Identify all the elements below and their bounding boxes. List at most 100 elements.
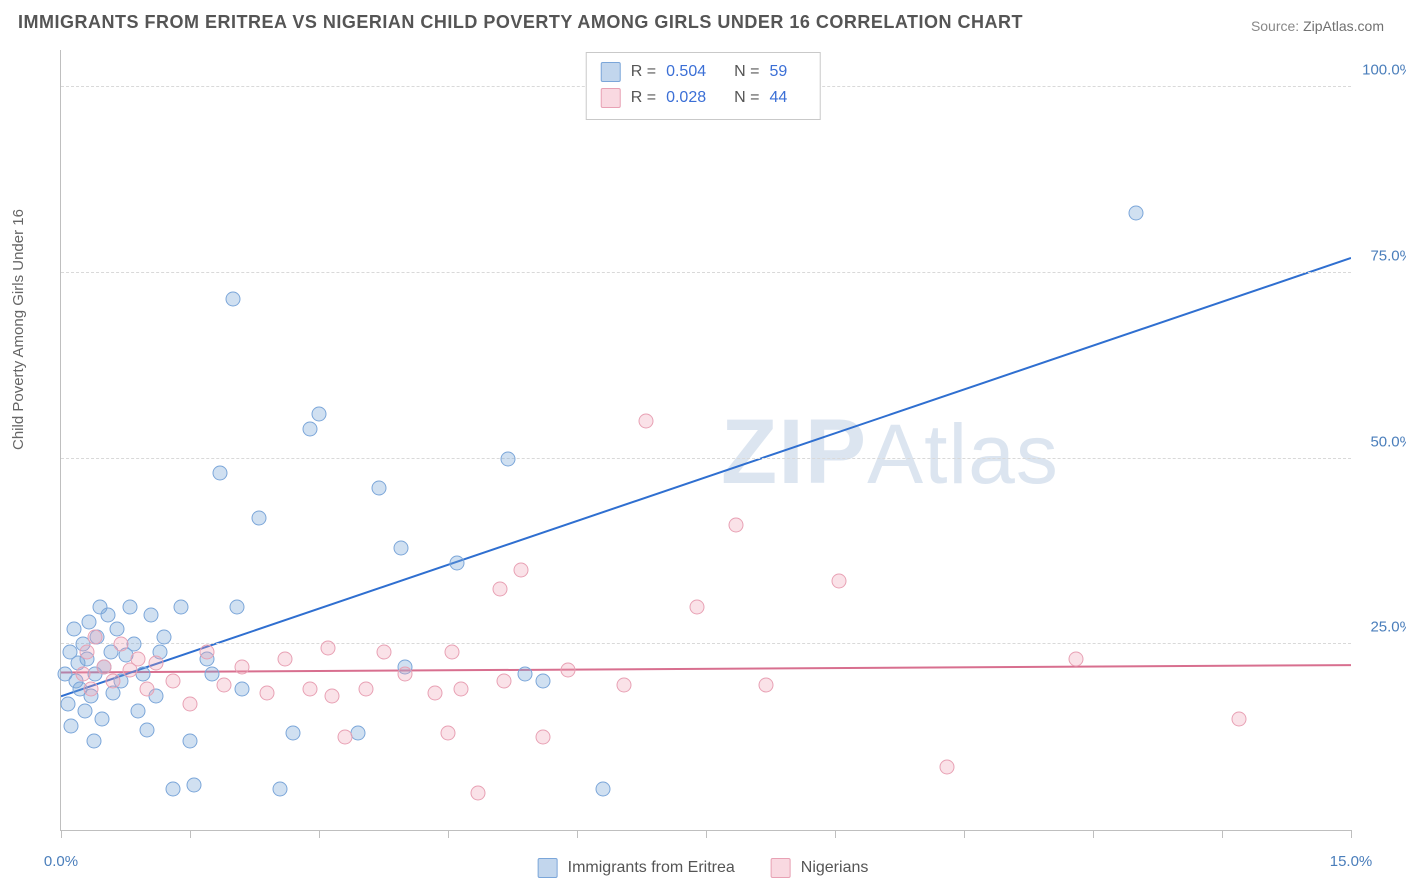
x-tick-label: 15.0% [1330,853,1373,870]
data-point [79,644,94,659]
data-point [277,652,292,667]
x-tick [61,830,62,838]
n-value-blue: 59 [769,59,787,85]
data-point [514,563,529,578]
x-tick [577,830,578,838]
data-point [350,726,365,741]
data-point [376,644,391,659]
data-point [127,637,142,652]
legend-item-eritrea: Immigrants from Eritrea [538,858,735,878]
data-point [64,719,79,734]
legend-label-nigerians: Nigerians [801,859,869,877]
data-point [832,574,847,589]
data-point [1068,652,1083,667]
x-tick [190,830,191,838]
x-tick [706,830,707,838]
data-point [303,421,318,436]
data-point [183,733,198,748]
data-point [234,659,249,674]
source-link[interactable]: ZipAtlas.com [1303,18,1384,34]
data-point [561,663,576,678]
data-point [260,685,275,700]
data-point [75,667,90,682]
data-point [428,685,443,700]
data-point [441,726,456,741]
data-point [95,711,110,726]
data-point [320,641,335,656]
data-point [337,730,352,745]
data-point [535,730,550,745]
swatch-pink [601,88,621,108]
data-point [759,678,774,693]
legend-row-blue: R = 0.504 N = 59 [601,59,806,85]
data-point [535,674,550,689]
data-point [60,696,75,711]
source-credit: Source: ZipAtlas.com [1251,18,1384,34]
n-value-pink: 44 [769,85,787,111]
data-point [501,451,516,466]
chart-title: IMMIGRANTS FROM ERITREA VS NIGERIAN CHIL… [18,12,1023,33]
data-point [690,600,705,615]
data-point [638,414,653,429]
data-point [213,466,228,481]
data-point [729,518,744,533]
y-tick-label: 100.0% [1362,62,1406,79]
y-tick-label: 75.0% [1370,247,1406,264]
data-point [135,667,150,682]
legend-correlation: R = 0.504 N = 59 R = 0.028 N = 44 [586,52,821,120]
data-point [617,678,632,693]
data-point [1129,206,1144,221]
data-point [86,733,101,748]
data-point [226,291,241,306]
data-point [471,785,486,800]
data-point [286,726,301,741]
legend-row-pink: R = 0.028 N = 44 [601,85,806,111]
x-tick [319,830,320,838]
data-point [140,681,155,696]
watermark: ZIPAtlas [721,400,1059,505]
plot-area: ZIPAtlas 25.0%50.0%75.0%100.0%0.0%15.0% [60,50,1351,831]
legend-label-eritrea: Immigrants from Eritrea [568,859,735,877]
data-point [114,637,129,652]
r-value-blue: 0.504 [666,59,706,85]
y-tick-label: 25.0% [1370,619,1406,636]
data-point [66,622,81,637]
trend-lines [61,50,1351,830]
data-point [324,689,339,704]
data-point [393,540,408,555]
data-point [453,681,468,696]
data-point [234,681,249,696]
data-point [183,696,198,711]
data-point [312,407,327,422]
data-point [398,667,413,682]
r-label: R = [631,85,656,111]
x-tick [1351,830,1352,838]
data-point [445,644,460,659]
data-point [84,681,99,696]
data-point [122,600,137,615]
data-point [492,581,507,596]
n-label: N = [734,59,759,85]
data-point [109,622,124,637]
data-point [97,659,112,674]
data-point [518,667,533,682]
data-point [273,782,288,797]
data-point [251,511,266,526]
data-point [165,782,180,797]
gridline [61,458,1351,459]
x-tick [835,830,836,838]
data-point [157,629,172,644]
r-label: R = [631,59,656,85]
data-point [217,678,232,693]
y-axis-label: Child Poverty Among Girls Under 16 [10,209,27,450]
swatch-blue [601,62,621,82]
data-point [140,722,155,737]
data-point [101,607,116,622]
data-point [200,644,215,659]
data-point [204,667,219,682]
data-point [78,704,93,719]
data-point [230,600,245,615]
data-point [81,615,96,630]
gridline [61,272,1351,273]
legend-item-nigerians: Nigerians [771,858,869,878]
